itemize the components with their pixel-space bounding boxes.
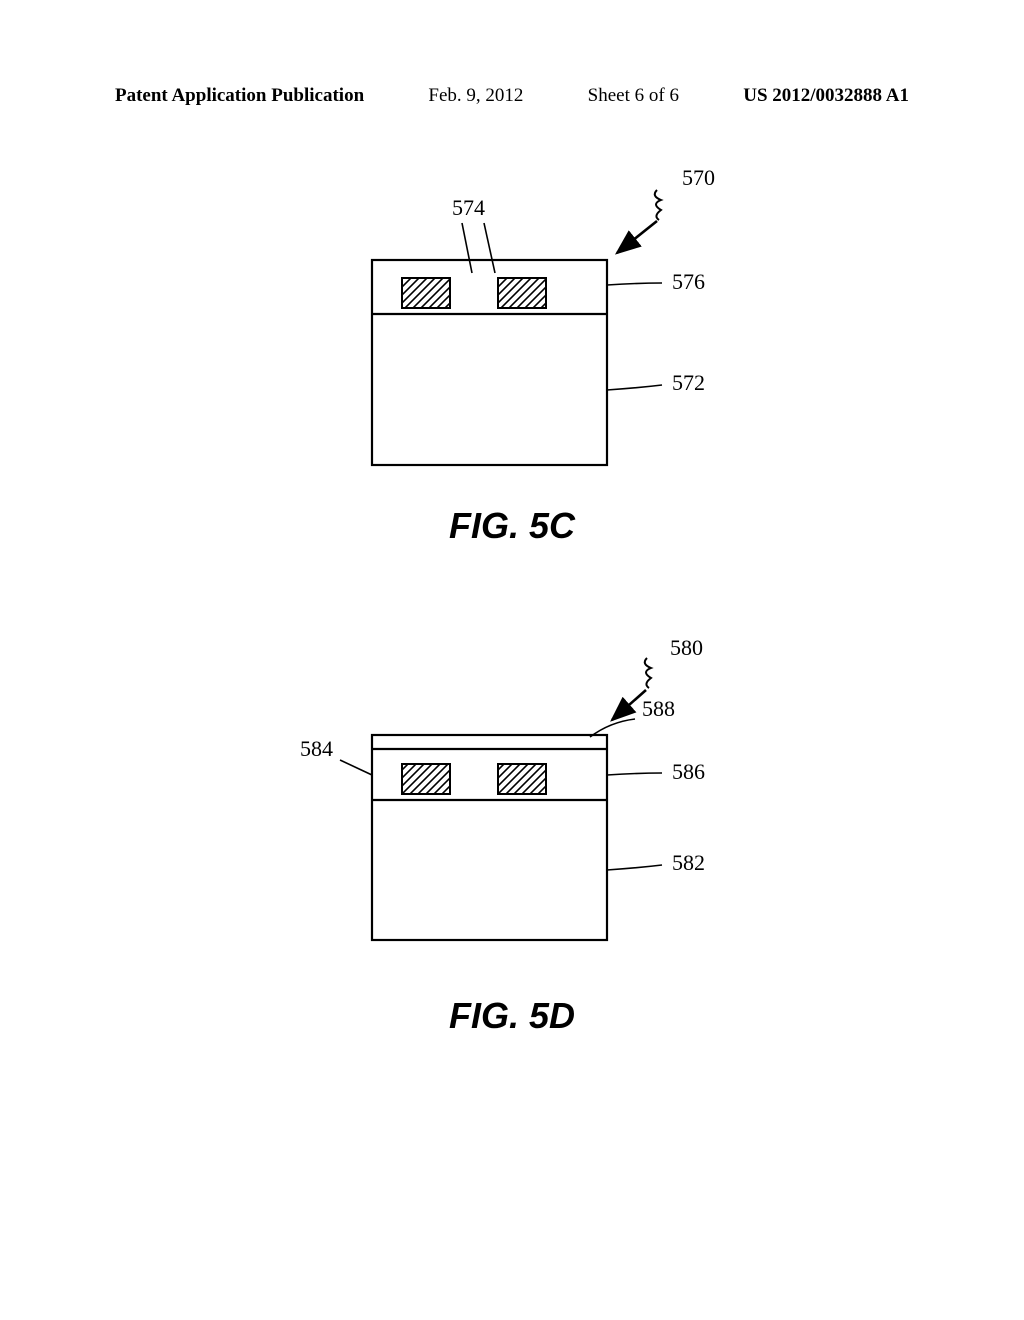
figure-5d: 580 588 584 586 582 FIG. 5D [0,640,1024,1040]
squiggle-580 [645,658,651,688]
label-582: 582 [672,850,705,875]
leader-576 [607,283,662,285]
hatched-block-left-d [402,764,450,794]
figure-5d-svg: 580 588 584 586 582 [212,640,812,990]
leader-584 [340,760,372,775]
figure-5c-caption: FIG. 5C [0,505,1024,547]
label-584: 584 [300,736,333,761]
leader-572 [607,385,662,390]
leader-586 [607,773,662,775]
label-570: 570 [682,165,715,190]
label-580: 580 [670,640,703,660]
publication-date: Feb. 9, 2012 [428,85,523,107]
page-header: Patent Application Publication Feb. 9, 2… [0,85,1024,107]
label-572: 572 [672,370,705,395]
label-576: 576 [672,269,705,294]
leader-582 [607,865,662,870]
sheet-number: Sheet 6 of 6 [588,85,679,107]
figure-5c-svg: 570 574 576 572 [212,165,812,505]
hatched-block-right [498,278,546,308]
hatched-block-right-d [498,764,546,794]
publication-label: Patent Application Publication [115,85,364,107]
label-588: 588 [642,696,675,721]
label-586: 586 [672,759,705,784]
figure-5d-caption: FIG. 5D [0,995,1024,1037]
figure-5c: 570 574 576 572 FIG. 5C [0,165,1024,545]
squiggle-570 [655,190,661,220]
arrow-580 [612,690,646,720]
hatched-block-left [402,278,450,308]
label-574: 574 [452,195,485,220]
arrow-570 [617,221,657,253]
publication-number: US 2012/0032888 A1 [743,85,909,107]
